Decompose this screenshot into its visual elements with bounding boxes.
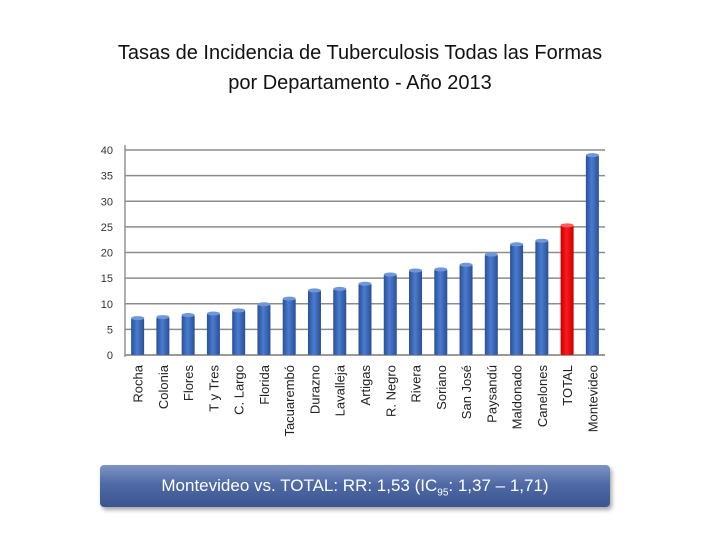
y-tick-label: 35 [101,171,113,183]
bar-cap [131,316,145,321]
x-tick-label: Maldonado [510,365,525,429]
bar-paysandú [484,254,498,355]
x-tick-label: Rivera [409,364,424,402]
bar-cap [484,252,498,257]
bar-cap [585,153,599,158]
bar-cap [181,313,195,318]
bar-florida [257,304,271,355]
relative-risk-note: Montevideo vs. TOTAL: RR: 1,53 (IC95: 1,… [100,465,610,507]
x-tick-label: Durazno [307,365,322,414]
bar-cap [156,315,170,320]
bar-rocha [131,318,145,355]
bar-maldonado [510,244,524,355]
bar-cap [307,288,321,293]
x-tick-label: Flores [181,365,196,402]
y-tick-label: 0 [107,350,113,362]
x-tick-label: C. Largo [232,365,247,415]
bar-cap [535,238,549,243]
chart-title: Tasas de Incidencia de Tuberculosis Toda… [40,38,680,98]
bar-cap [282,296,296,301]
y-tick-label: 40 [101,145,113,157]
bar-r-negro [383,274,397,355]
bar-t-y-tres [206,313,220,355]
note-subscript: 95 [437,487,449,499]
y-tick-label: 30 [101,196,113,208]
bar-cap [560,223,574,228]
bar-lavalleja [333,288,347,355]
chart-title-line-2: por Departamento - Año 2013 [228,72,492,94]
bar-cap [434,267,448,272]
bar-artigas [358,283,372,355]
x-tick-label: Colonia [156,364,171,409]
note-prefix: Montevideo vs. TOTAL: RR: 1,53 (IC [161,476,438,495]
x-tick-label: Canelones [535,365,550,428]
bar-cap [510,242,524,247]
bar-cap [257,302,271,307]
bar-durazno [307,290,321,355]
x-tick-label: Florida [257,364,272,405]
y-tick-label: 15 [101,273,113,285]
bar-cap [206,311,220,316]
note-suffix: : 1,37 – 1,71) [448,476,549,495]
bar-canelones [535,240,549,355]
bar-cap [358,281,372,286]
x-tick-label: R. Negro [383,365,398,417]
chart-title-line-1: Tasas de Incidencia de Tuberculosis Toda… [117,42,603,64]
bar-flores [181,315,195,355]
bar-cap [459,262,473,267]
y-tick-label: 25 [101,222,113,234]
bar-rivera [409,270,423,355]
bar-cap [333,286,347,291]
bar-total [560,225,574,355]
bar-colonia [156,317,170,355]
bar-san-josé [459,264,473,355]
bar-chart: 0 5 10 15 20 25 30 35 40 Rocha Colonia Flores T y Tr… [101,145,605,437]
y-tick-label: 5 [107,324,113,336]
bar-c-largo [232,310,246,355]
bar-tacuarembó [282,298,296,355]
x-tick-label: Tacuarembó [282,365,297,437]
x-tick-label: Lavalleja [333,364,348,416]
y-tick-label: 20 [101,248,113,260]
bar-cap [409,268,423,273]
bar-montevideo [585,155,599,355]
bar-cap [232,308,246,313]
x-tick-label: Rocha [131,364,146,402]
x-tick-label: TOTAL [560,365,575,406]
x-tick-label: Montevideo [585,365,600,432]
bar-cap [383,272,397,277]
x-tick-label: Artigas [358,365,373,406]
bar-soriano [434,269,448,355]
x-tick-label: T y Tres [206,365,221,412]
x-tick-label: Paysandú [484,365,499,423]
y-tick-label: 10 [101,299,113,311]
x-tick-label: San José [459,365,474,419]
x-tick-label: Soriano [434,365,449,410]
